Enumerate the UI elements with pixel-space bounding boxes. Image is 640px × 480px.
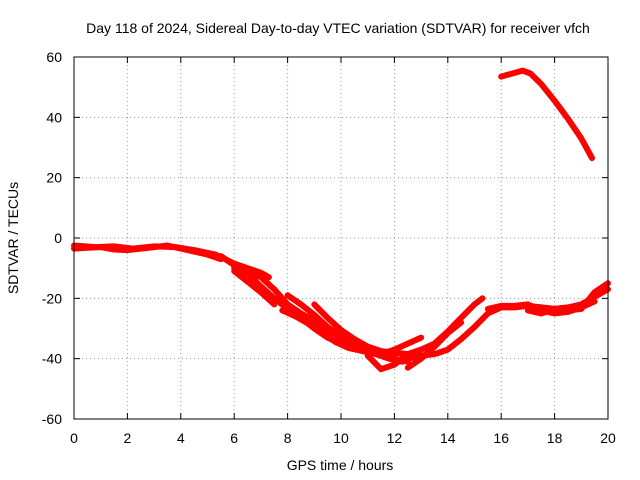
series-line-track-9 [364,295,486,373]
series-line-track-11 [404,319,465,371]
x-tick-label: 6 [230,430,238,446]
grid-lines [74,57,608,419]
x-tick-label: 10 [333,430,349,446]
x-tick-label: 12 [387,430,403,446]
y-tick-label: -60 [42,411,62,427]
x-tick-label: 8 [284,430,292,446]
x-tick-label: 18 [547,430,563,446]
y-tick-label: 60 [46,49,62,65]
x-tick-label: 16 [493,430,509,446]
series-line-track-5 [231,268,278,308]
series-line-track-2 [71,242,272,281]
x-tick-label: 20 [600,430,616,446]
y-tick-label: 0 [54,230,62,246]
x-axis-label: GPS time / hours [287,457,394,473]
chart-title: Day 118 of 2024, Sidereal Day-to-day VTE… [86,20,590,36]
y-tick-label: -20 [42,290,62,306]
y-axis-label: SDTVAR / TECUs [5,182,21,294]
series-line-track-10 [378,334,425,358]
y-tick-label: 40 [46,109,62,125]
x-tick-label: 2 [124,430,132,446]
y-tick-label: -40 [42,351,62,367]
x-tick-label: 14 [440,430,456,446]
axis-ticks: 0 2 4 6 8 10 12 14 16 18 20 -60 -40 -20 0 20 40 60 [42,49,616,446]
x-tick-label: 4 [177,430,185,446]
series-line-track-14 [524,280,611,317]
y-tick-label: 20 [46,170,62,186]
x-tick-label: 0 [70,430,78,446]
series-line-track-15 [498,67,595,162]
data-series [71,67,611,373]
